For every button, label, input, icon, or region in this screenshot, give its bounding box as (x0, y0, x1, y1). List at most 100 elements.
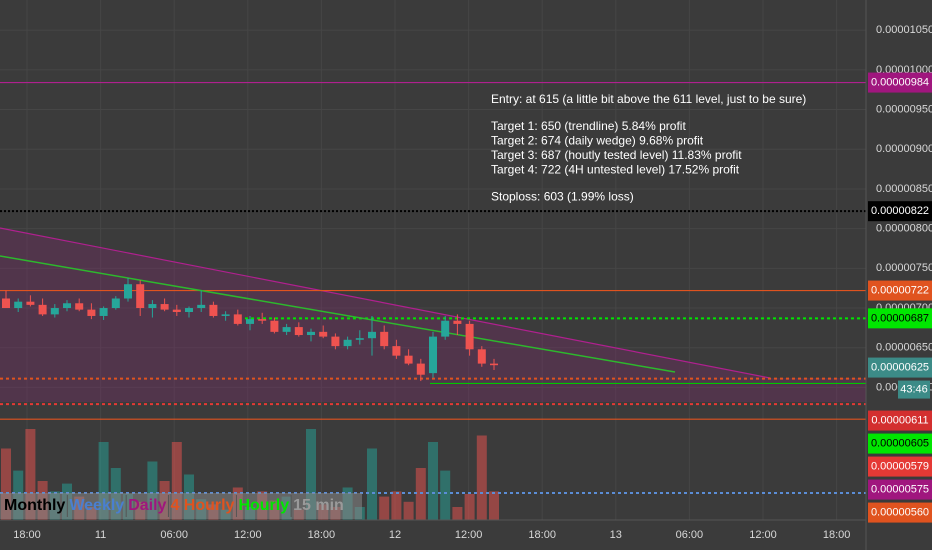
y-tick-label: 0.00000650 (876, 342, 932, 354)
annotation-line: Target 4: 722 (4H untested level) 17.52%… (491, 163, 740, 177)
price-badge-label: 0.00000605 (871, 437, 929, 449)
candle-body (270, 320, 279, 332)
candle-body (465, 323, 474, 350)
y-tick-label: 0.00001050 (876, 24, 932, 36)
candle-body (477, 349, 486, 364)
candle-body (209, 304, 218, 316)
price-badge-label: 0.00000611 (871, 414, 928, 426)
price-badge (868, 308, 932, 329)
candle-body (343, 339, 352, 347)
candle-body (111, 298, 120, 309)
y-tick-label: 0.00000800 (876, 223, 932, 235)
candle-body (63, 303, 71, 309)
annotation-line: Entry: at 615 (a little bit above the 61… (491, 92, 806, 106)
annotation-line: Stoploss: 603 (1.99% loss) (491, 190, 634, 204)
trendline (0, 255, 676, 373)
price-badge (868, 72, 932, 93)
volume-bar (147, 461, 158, 520)
candle-body (87, 309, 96, 316)
countdown-badge (898, 380, 930, 399)
price-badge (868, 280, 932, 301)
candle-body (441, 320, 450, 337)
x-tick-label: 12 (389, 529, 401, 541)
timeframe-button[interactable]: Monthly (4, 497, 65, 514)
candle-body (246, 319, 254, 324)
volume-bar (452, 507, 463, 520)
candle-body (136, 284, 145, 309)
price-badge (868, 433, 932, 454)
timeframe-button[interactable]: Weekly (69, 497, 124, 514)
candle-body (416, 363, 425, 375)
price-badge (868, 479, 932, 500)
price-badge-label: 0.00000575 (871, 483, 929, 495)
price-badge-label: 0.00000625 (871, 361, 929, 373)
x-tick-label: 06:00 (160, 529, 188, 541)
volume-bar (367, 448, 377, 520)
price-badge-label: 0.00000822 (871, 205, 929, 217)
candle-body (380, 331, 389, 347)
candle-body (124, 284, 132, 299)
candle-body (172, 309, 181, 312)
annotation-line: Target 3: 687 (houtly tested level) 11.8… (491, 148, 742, 162)
volume-bar (379, 496, 390, 520)
candle-body (429, 336, 437, 374)
countdown: 43:46 (900, 383, 928, 395)
wedge-line (0, 227, 771, 379)
volume-bar (489, 491, 499, 520)
price-badge-label: 0.00000722 (871, 284, 929, 296)
price-badge-label: 0.00000984 (871, 76, 929, 88)
x-tick-label: 11 (95, 529, 106, 541)
y-tick-label: 0.00000750 (876, 262, 932, 274)
x-tick-label: 12:00 (749, 529, 777, 541)
candle-body (148, 304, 157, 309)
x-tick-label: 13 (610, 529, 622, 541)
volume-bar (306, 429, 316, 520)
annotation: Entry: at 615 (a little bit above the 61… (491, 92, 806, 204)
timeframe-button[interactable]: 15 min (293, 497, 344, 514)
candle-body (185, 308, 193, 312)
candle-body (331, 336, 340, 347)
wedge-area (0, 228, 866, 402)
volume-bar (25, 429, 36, 520)
candle-body (2, 298, 10, 309)
volume-bar (98, 442, 109, 520)
candle-body (221, 314, 230, 316)
price-axis: 0.000010500.000010000.000009500.00000900… (868, 24, 932, 523)
candle-body (355, 338, 364, 340)
timeframe-button[interactable]: Daily (128, 497, 166, 514)
x-tick-label: 18:00 (13, 529, 41, 541)
price-badge (868, 502, 932, 523)
price-badge (868, 201, 932, 222)
volume-bar (464, 494, 475, 520)
candle-body (258, 319, 267, 321)
price-badge (868, 357, 932, 378)
candle-body (75, 303, 84, 310)
volume-bar (171, 442, 182, 520)
x-tick-label: 18:00 (308, 529, 336, 541)
x-tick-label: 12:00 (455, 529, 483, 541)
candles (2, 277, 498, 382)
candle-body (392, 346, 401, 356)
x-tick-label: 06:00 (676, 529, 704, 541)
x-tick-label: 18:00 (528, 529, 556, 541)
volume-bar (428, 442, 438, 520)
volume-bar (403, 501, 414, 520)
button-bar (0, 493, 362, 519)
candle-body (453, 320, 462, 324)
price-badge-label: 0.00000579 (871, 460, 929, 472)
candle-body (26, 301, 35, 305)
candle-body (368, 331, 376, 339)
x-tick-label: 12:00 (234, 529, 262, 541)
candle-body (233, 314, 242, 324)
annotation-line: Target 1: 650 (trendline) 5.84% profit (491, 119, 686, 133)
time-axis: 18:00 11 06:00 12:00 18:00 12 12:00 18:00 13 06:0… (13, 529, 850, 541)
timeframe-button[interactable]: 4 Hourly (170, 497, 234, 514)
candle-body (404, 355, 413, 364)
volume-bar (476, 435, 487, 520)
candle-body (307, 331, 315, 336)
candle-body (50, 308, 59, 315)
timeframe-button[interactable]: Hourly (238, 497, 289, 514)
candle-body (160, 304, 169, 310)
candle-body (294, 327, 303, 336)
